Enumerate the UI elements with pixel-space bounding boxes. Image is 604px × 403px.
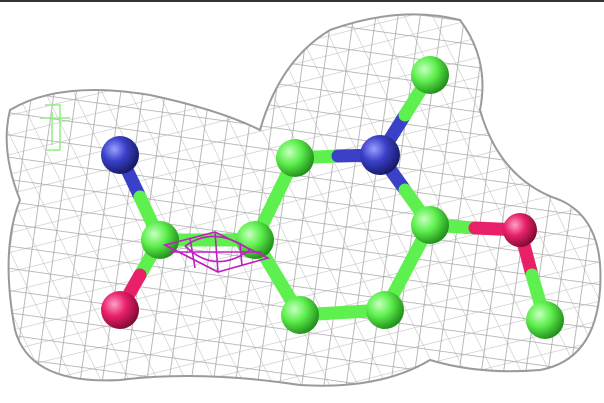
label-marker [40,104,70,151]
atoms [101,56,564,339]
difference-mesh [162,231,271,273]
mesh-outline [5,13,602,387]
